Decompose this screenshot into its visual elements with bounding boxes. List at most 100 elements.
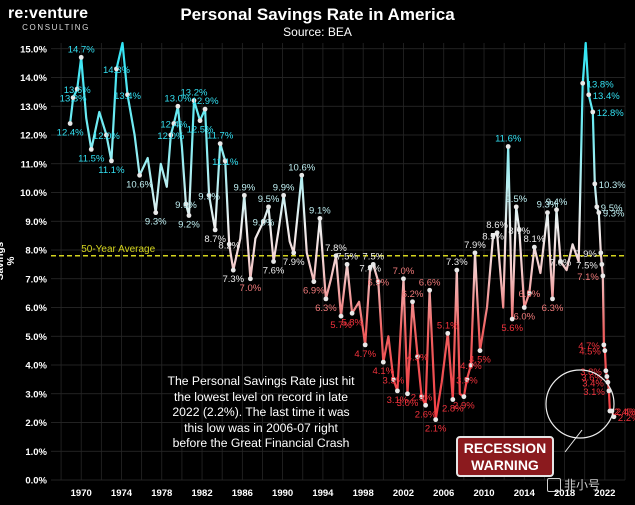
data-label: 3.1% <box>387 395 409 406</box>
data-label: 10.3% <box>599 180 626 191</box>
data-label: 7.4% <box>359 263 381 274</box>
data-point <box>222 158 228 164</box>
data-label: 9.5% <box>505 194 527 205</box>
data-point <box>427 287 433 293</box>
data-point <box>70 95 76 101</box>
data-label: 14.7% <box>68 44 95 55</box>
chart-title: Personal Savings Rate in America <box>180 5 455 24</box>
data-point <box>419 394 424 400</box>
data-point <box>380 359 386 365</box>
data-point <box>153 210 159 216</box>
y-tick-label: 5.0% <box>25 332 47 343</box>
data-label: 8.6% <box>486 220 508 231</box>
data-point <box>464 376 470 382</box>
data-label: 13.2% <box>181 88 208 99</box>
brand-sub: CONSULTING <box>22 23 90 32</box>
data-point <box>472 250 478 256</box>
data-point <box>88 146 94 152</box>
data-label: 11.5% <box>78 153 105 164</box>
brand-logo: re:venture CONSULTING <box>8 5 92 33</box>
data-label: 13.3% <box>60 94 87 105</box>
data-point <box>125 92 130 98</box>
data-label: 5.7% <box>330 320 352 331</box>
data-label: 6.2% <box>402 289 424 300</box>
data-label: 9.5% <box>601 203 623 214</box>
y-tick-label: 3.0% <box>25 389 47 400</box>
data-label: 2.9% <box>411 393 433 404</box>
data-label: 7.9% <box>283 257 305 268</box>
data-point <box>395 388 400 394</box>
data-point <box>545 210 550 216</box>
data-label: 7.6% <box>263 266 285 277</box>
y-tick-label: 8.0% <box>25 246 47 257</box>
badge-line-1: RECESSION <box>463 440 547 456</box>
data-label: 7.5% <box>576 260 598 271</box>
data-point <box>586 92 592 98</box>
data-point <box>217 141 223 147</box>
data-label: 2.4% <box>616 407 635 418</box>
data-point <box>375 279 381 285</box>
data-label: 8.5% <box>482 232 504 243</box>
axes: 0.0% 1.0% 2.0% 3.0% 4.0% 5.0% 6.0% 7.0% 8.0% 9.0%… <box>20 44 615 499</box>
y-axis-label: Savings % <box>0 241 17 281</box>
data-point <box>554 207 559 213</box>
data-label: 7.5% <box>336 251 358 262</box>
data-label: 4.5% <box>469 355 491 366</box>
data-point <box>67 121 73 126</box>
y-tick-label: 12.0% <box>20 131 47 142</box>
data-point <box>410 299 415 305</box>
y-tick-label: 14.0% <box>20 73 47 84</box>
data-point <box>599 261 605 267</box>
x-tick-label: 1998 <box>353 488 374 499</box>
average-line-label: 50-Year Average <box>81 244 155 255</box>
data-point <box>598 250 604 256</box>
x-tick-label: 1986 <box>232 488 253 499</box>
data-point <box>137 172 143 178</box>
data-point <box>477 348 483 354</box>
data-label: 7.9% <box>464 240 486 251</box>
data-label: 7.6% <box>550 258 572 269</box>
data-label: 9.0% <box>253 217 275 228</box>
data-label: 11.7% <box>207 131 234 142</box>
data-point <box>490 233 496 239</box>
data-label: 7.0% <box>393 266 415 277</box>
data-point <box>604 374 610 379</box>
data-label: 8.7% <box>204 234 226 245</box>
data-label: 6.3% <box>315 303 337 314</box>
data-point <box>367 264 373 270</box>
data-label: 3.5% <box>456 375 478 386</box>
data-label: 9.4% <box>546 197 568 208</box>
data-point <box>461 394 467 400</box>
y-tick-label: 15.0% <box>20 44 47 55</box>
data-label: 3.1% <box>583 387 605 398</box>
data-point <box>349 310 355 316</box>
data-label: 3.5% <box>383 375 405 386</box>
data-point <box>601 342 607 348</box>
data-point <box>261 218 266 224</box>
data-point <box>558 259 563 264</box>
y-tick-label: 7.0% <box>25 274 47 285</box>
data-label: 7.5% <box>362 251 384 262</box>
data-label: 4.7% <box>354 349 376 360</box>
data-label: 9.9% <box>273 182 295 193</box>
watermark-text: 非小号 <box>564 478 601 492</box>
data-point <box>521 305 527 310</box>
data-point <box>344 261 350 267</box>
data-point <box>186 213 192 218</box>
data-label: 3.0% <box>397 398 419 409</box>
data-label: 13.4% <box>114 91 141 102</box>
data-label: 9.9% <box>198 191 220 202</box>
data-label: 9.3% <box>145 217 167 228</box>
y-tick-label: 2.0% <box>25 418 47 429</box>
highlight-circle <box>545 369 615 439</box>
data-point <box>291 250 297 256</box>
x-tick-label: 1994 <box>312 488 334 499</box>
x-tick-label: 1990 <box>272 488 293 499</box>
data-point <box>516 227 522 233</box>
data-label: 9.5% <box>258 194 280 205</box>
y-tick-label: 4.0% <box>25 361 47 372</box>
series-line <box>69 41 615 421</box>
data-point <box>271 259 276 264</box>
data-label: 9.1% <box>309 205 331 216</box>
